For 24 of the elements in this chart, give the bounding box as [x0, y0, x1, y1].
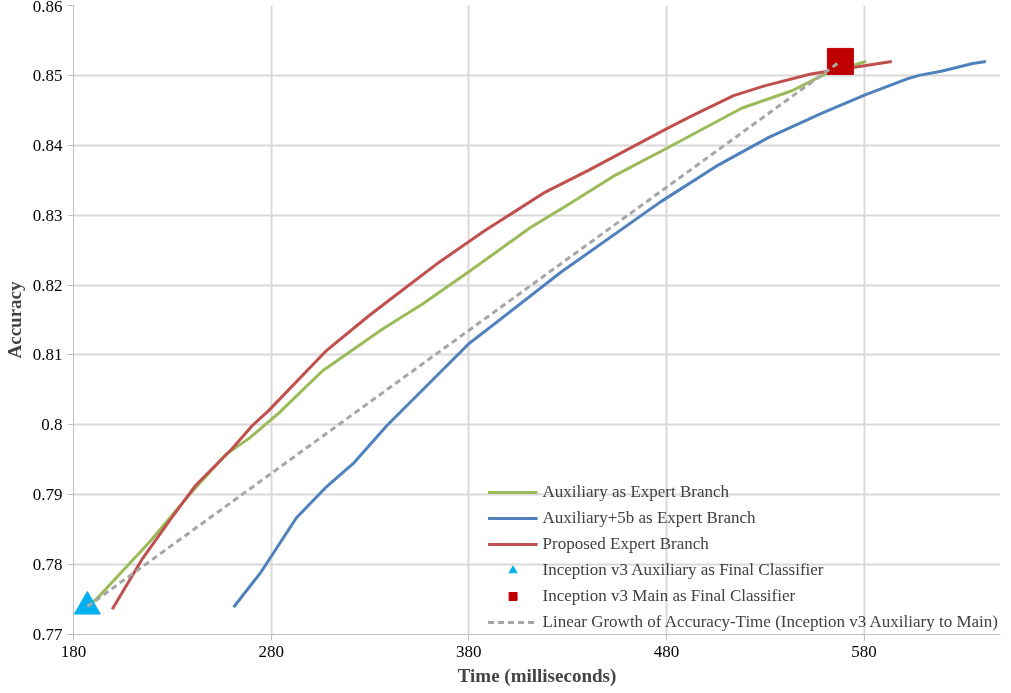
y-tick-label: 0.82	[32, 275, 63, 295]
x-tick-label: 580	[851, 641, 877, 661]
legend-label: Proposed Expert Branch	[542, 534, 709, 554]
y-tick-label: 0.78	[32, 555, 63, 575]
legend-label: Inception v3 Auxiliary as Final Classifier	[542, 560, 824, 580]
y-tick-label: 0.8	[41, 415, 63, 435]
legend-label: Auxiliary as Expert Branch	[542, 482, 730, 502]
y-tick-label: 0.79	[32, 485, 63, 505]
x-axis-title: Time (milliseconds)	[457, 664, 617, 687]
y-tick-label: 0.83	[32, 205, 63, 225]
legend-label: Linear Growth of Accuracy-Time (Inception v3 Auxiliary to Main)	[542, 612, 998, 632]
y-tick-label: 0.81	[32, 345, 63, 365]
x-tick-label: 180	[60, 641, 87, 661]
legend-label: Auxiliary+5b as Expert Branch	[542, 508, 756, 528]
y-tick-label: 0.86	[32, 0, 63, 16]
y-tick-label: 0.85	[32, 65, 63, 85]
y-tick-label: 0.84	[32, 135, 63, 155]
x-tick-label: 380	[456, 641, 482, 661]
legend-label: Inception v3 Main as Final Classifier	[542, 586, 796, 606]
y-tick-label: 0.77	[32, 625, 63, 644]
y-axis-title: Accuracy	[3, 280, 25, 359]
line-series	[232, 59, 988, 609]
x-tick-label: 480	[653, 641, 680, 661]
x-tick-label: 280	[258, 641, 284, 661]
